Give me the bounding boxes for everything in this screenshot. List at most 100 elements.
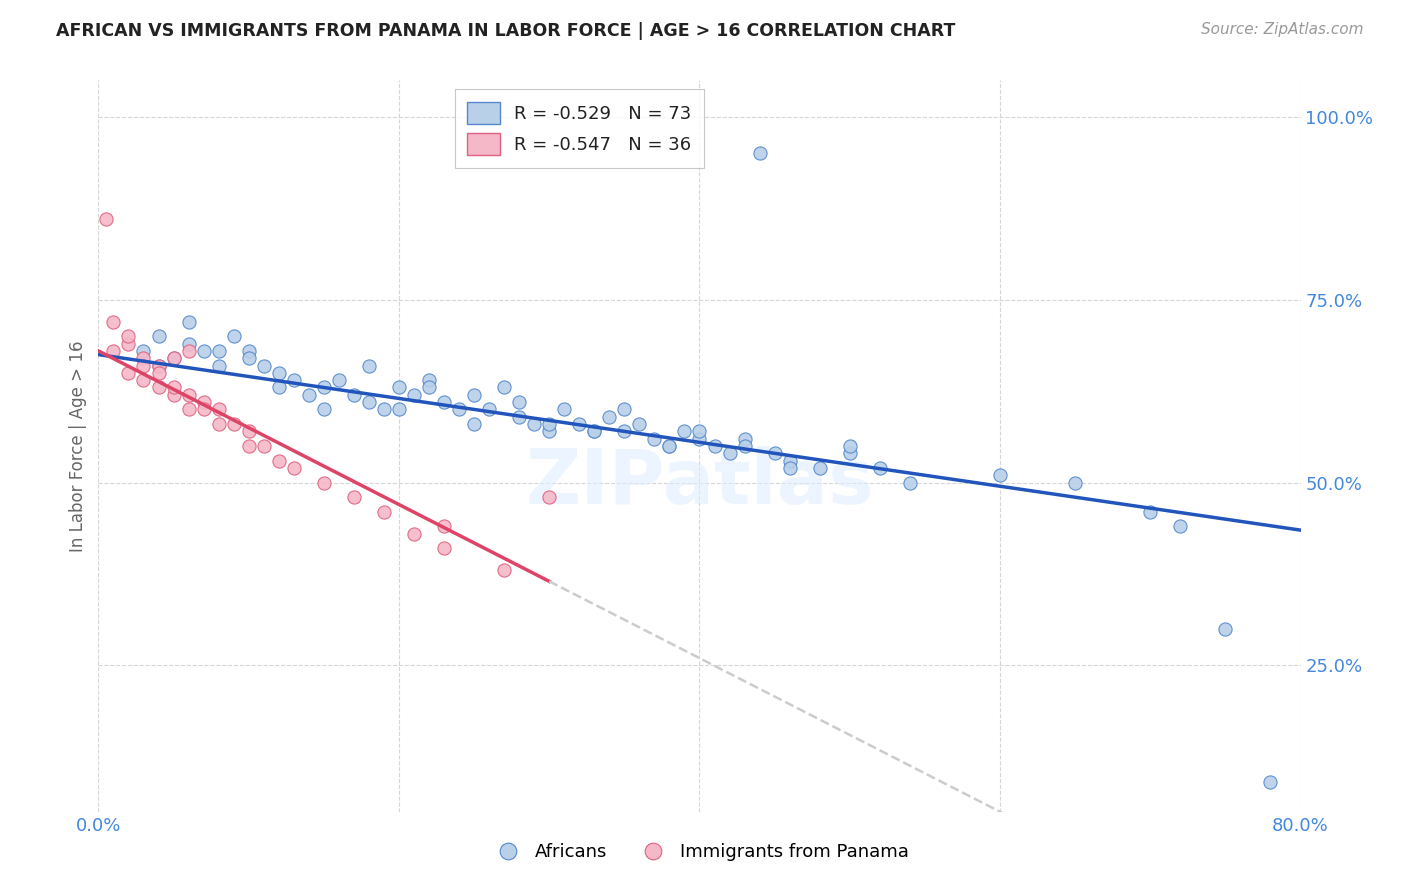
Point <box>162 380 184 394</box>
Point <box>312 380 335 394</box>
Point <box>478 402 501 417</box>
Point <box>688 432 710 446</box>
Point <box>1170 519 1192 533</box>
Point <box>1260 775 1282 789</box>
Point <box>598 409 620 424</box>
Point <box>494 563 516 577</box>
Point <box>1064 475 1087 490</box>
Point <box>688 425 710 439</box>
Point <box>117 336 139 351</box>
Point <box>538 417 561 431</box>
Point <box>494 380 516 394</box>
Point <box>177 336 200 351</box>
Point <box>838 446 860 460</box>
Point <box>208 343 231 358</box>
Point <box>283 461 305 475</box>
Point <box>222 417 245 431</box>
Point <box>658 439 681 453</box>
Point <box>312 475 335 490</box>
Text: AFRICAN VS IMMIGRANTS FROM PANAMA IN LABOR FORCE | AGE > 16 CORRELATION CHART: AFRICAN VS IMMIGRANTS FROM PANAMA IN LAB… <box>56 22 956 40</box>
Point <box>132 351 155 366</box>
Point <box>808 461 831 475</box>
Point <box>298 388 321 402</box>
Point <box>523 417 546 431</box>
Point <box>193 343 215 358</box>
Point <box>613 402 636 417</box>
Point <box>643 432 665 446</box>
Point <box>703 439 725 453</box>
Point <box>267 366 290 380</box>
Point <box>253 439 276 453</box>
Point <box>328 373 350 387</box>
Point <box>148 359 170 373</box>
Point <box>193 395 215 409</box>
Point <box>463 417 485 431</box>
Point <box>208 402 231 417</box>
Point <box>103 315 125 329</box>
Point <box>103 343 125 358</box>
Point <box>988 468 1011 483</box>
Point <box>628 417 651 431</box>
Text: Source: ZipAtlas.com: Source: ZipAtlas.com <box>1201 22 1364 37</box>
Point <box>658 439 681 453</box>
Point <box>779 461 801 475</box>
Point <box>283 373 305 387</box>
Point <box>117 329 139 343</box>
Point <box>898 475 921 490</box>
Point <box>357 359 380 373</box>
Point <box>418 373 440 387</box>
Point <box>763 446 786 460</box>
Point <box>433 541 456 556</box>
Point <box>433 519 456 533</box>
Point <box>1215 622 1237 636</box>
Point <box>132 373 155 387</box>
Point <box>568 417 591 431</box>
Point <box>208 359 231 373</box>
Point <box>748 146 770 161</box>
Point <box>132 343 155 358</box>
Point <box>718 446 741 460</box>
Point <box>238 425 260 439</box>
Point <box>402 526 425 541</box>
Point <box>357 395 380 409</box>
Point <box>162 351 184 366</box>
Y-axis label: In Labor Force | Age > 16: In Labor Force | Age > 16 <box>69 340 87 552</box>
Point <box>373 402 395 417</box>
Legend: Africans, Immigrants from Panama: Africans, Immigrants from Panama <box>482 836 917 869</box>
Point <box>117 366 139 380</box>
Point <box>193 402 215 417</box>
Point <box>673 425 696 439</box>
Point <box>177 315 200 329</box>
Point <box>583 425 606 439</box>
Point <box>148 366 170 380</box>
Point <box>869 461 891 475</box>
Point <box>208 417 231 431</box>
Point <box>418 380 440 394</box>
Point <box>779 453 801 467</box>
Point <box>148 380 170 394</box>
Point <box>177 388 200 402</box>
Point <box>238 439 260 453</box>
Point <box>538 490 561 504</box>
Point <box>267 380 290 394</box>
Point <box>508 409 530 424</box>
Point <box>447 402 470 417</box>
Point <box>388 380 411 394</box>
Point <box>508 395 530 409</box>
Point <box>613 425 636 439</box>
Point <box>132 359 155 373</box>
Point <box>433 395 456 409</box>
Point <box>734 432 756 446</box>
Text: ZIPatlas: ZIPatlas <box>526 446 873 519</box>
Point <box>162 351 184 366</box>
Point <box>583 425 606 439</box>
Point <box>343 388 366 402</box>
Point <box>538 425 561 439</box>
Point <box>553 402 575 417</box>
Point <box>94 212 117 227</box>
Point <box>463 388 485 402</box>
Point <box>177 402 200 417</box>
Point <box>148 329 170 343</box>
Point <box>734 439 756 453</box>
Point <box>343 490 366 504</box>
